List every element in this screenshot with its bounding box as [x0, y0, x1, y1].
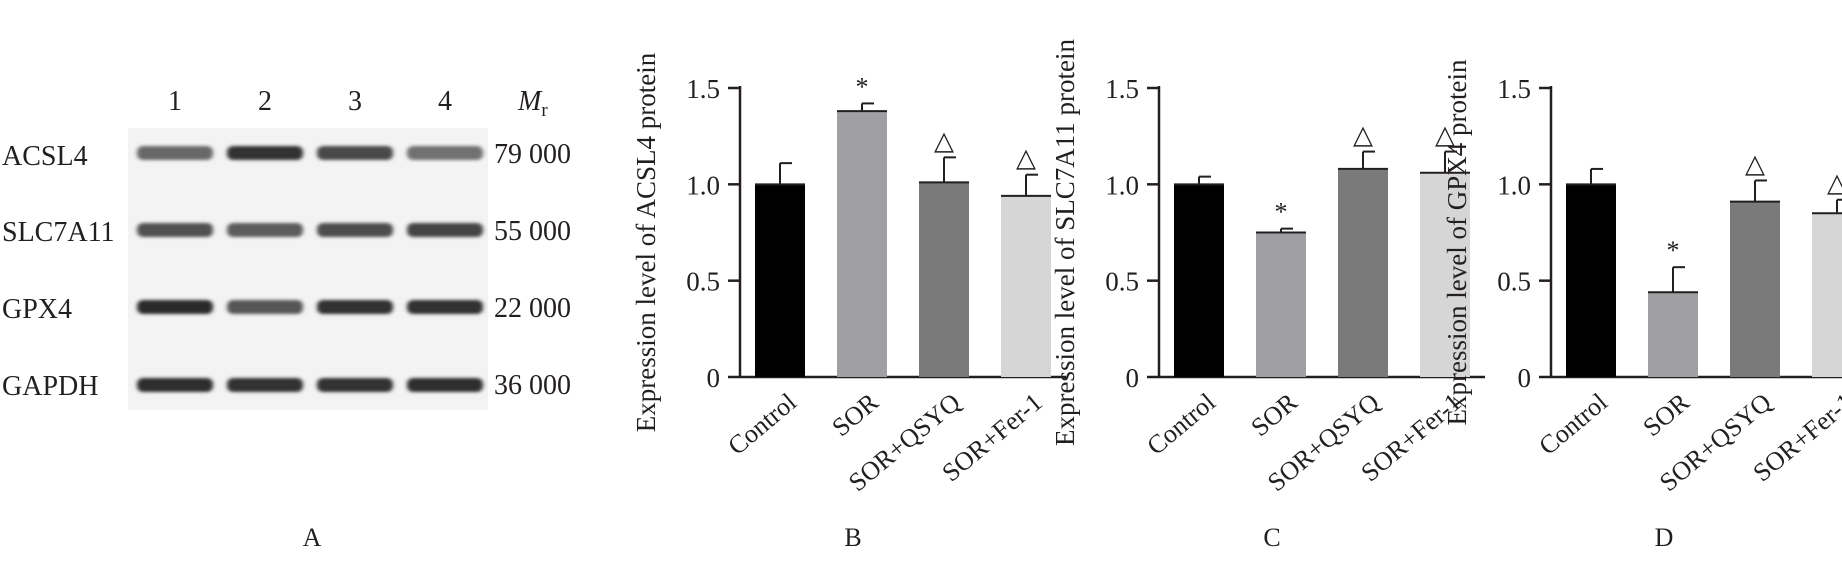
blot-band	[317, 223, 393, 237]
western-blot-panel: 1 2 3 4 Mr ACSL4 SLC7A11 GPX4 GAPDH 79 0…	[2, 86, 571, 552]
significance-marker: *	[1275, 198, 1288, 227]
significance-marker: △	[1827, 169, 1842, 198]
blot-band	[227, 300, 303, 314]
y-tick-label: 0.5	[686, 267, 720, 297]
protein-label-slc7a11: SLC7A11	[2, 217, 115, 248]
significance-marker: *	[1667, 236, 1680, 265]
panel-label: C	[1263, 523, 1280, 552]
blot-band	[317, 378, 393, 392]
lane-label-3: 3	[348, 86, 362, 117]
significance-marker: △	[1353, 121, 1373, 150]
y-axis-label: Expression level of ACSL4 protein	[631, 52, 661, 432]
y-tick-label: 1.5	[686, 74, 720, 104]
blot-bands	[137, 146, 483, 392]
bar	[919, 182, 969, 377]
panel-label: D	[1655, 523, 1674, 552]
bar	[1812, 213, 1842, 377]
y-tick-label: 1.5	[1105, 74, 1139, 104]
blot-band	[407, 300, 483, 314]
blot-membrane	[128, 128, 488, 410]
mr-value-gpx4: 22 000	[494, 293, 571, 324]
bar	[1256, 232, 1306, 377]
blot-band	[407, 223, 483, 237]
significance-marker: △	[1745, 149, 1765, 178]
bar	[755, 184, 805, 377]
protein-label-gapdh: GAPDH	[2, 371, 98, 402]
mr-subscript: r	[541, 100, 548, 121]
significance-marker: *	[856, 72, 869, 101]
y-tick-label: 1.5	[1497, 74, 1531, 104]
blot-band	[137, 300, 213, 314]
significance-marker: △	[1435, 121, 1455, 150]
y-axis-label: Expression level of GPX4 protein	[1442, 59, 1472, 425]
blot-band	[407, 378, 483, 392]
lane-label-2: 2	[258, 86, 272, 117]
mr-value-slc7a11: 55 000	[494, 216, 571, 247]
bar	[1730, 201, 1780, 377]
blot-band	[227, 223, 303, 237]
y-axis-label: Expression level of SLC7A11 protein	[1050, 39, 1080, 446]
mr-value-gapdh: 36 000	[494, 370, 571, 401]
y-tick-label: 1.0	[1497, 170, 1531, 200]
lane-label-1: 1	[168, 86, 182, 117]
bar	[1420, 172, 1470, 377]
category-label: Control	[722, 387, 802, 460]
category-label: SOR	[1637, 387, 1695, 442]
blot-band	[227, 146, 303, 160]
y-tick-label: 0	[707, 363, 721, 393]
bar	[1648, 292, 1698, 377]
category-label: Control	[1533, 387, 1613, 460]
y-tick-label: 0	[1518, 363, 1532, 393]
category-label: SOR	[826, 387, 884, 442]
blot-band	[317, 300, 393, 314]
protein-label-acsl4: ACSL4	[2, 141, 88, 172]
blot-band	[407, 146, 483, 160]
bar	[837, 111, 887, 378]
blot-band	[137, 146, 213, 160]
y-tick-label: 0.5	[1105, 267, 1139, 297]
blot-band	[227, 378, 303, 392]
panel-label: B	[844, 523, 861, 552]
bar-chart-c: 0 0.5 1.0 1.5 Expression level of SLC7A11 pr…	[1050, 39, 1485, 552]
category-label: SOR	[1245, 387, 1303, 442]
significance-marker: △	[934, 126, 954, 155]
y-tick-label: 1.0	[1105, 170, 1139, 200]
mr-header: Mr	[517, 86, 548, 121]
protein-label-gpx4: GPX4	[2, 294, 72, 325]
blot-band	[137, 223, 213, 237]
bar	[1174, 184, 1224, 377]
bar	[1001, 195, 1051, 377]
y-tick-label: 0	[1126, 363, 1140, 393]
significance-marker: △	[1016, 144, 1036, 173]
y-tick-label: 1.0	[686, 170, 720, 200]
bar-chart-d: 0 0.5 1.0 1.5 Expression level of GPX4 prote…	[1442, 59, 1842, 552]
category-label: Control	[1141, 387, 1221, 460]
blot-band	[137, 378, 213, 392]
bar	[1566, 184, 1616, 377]
bar	[1338, 168, 1388, 377]
bar-chart-b: 0 0.5 1.0 1.5 Expression level of ACSL4 prot…	[631, 52, 1066, 552]
blot-band	[317, 146, 393, 160]
mr-value-acsl4: 79 000	[494, 139, 571, 170]
lane-label-4: 4	[438, 86, 452, 117]
panel-label-a: A	[303, 523, 322, 552]
y-tick-label: 0.5	[1497, 267, 1531, 297]
